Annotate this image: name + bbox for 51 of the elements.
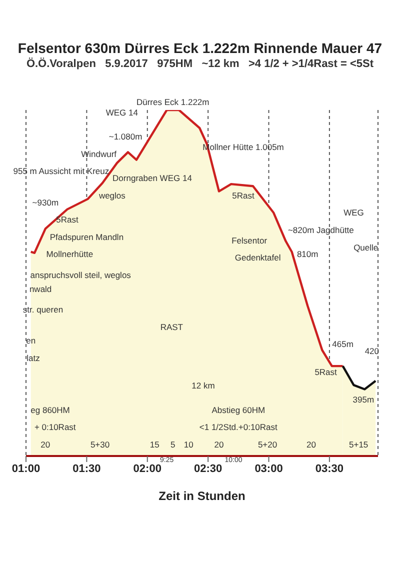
annotation: ~1.080m	[108, 132, 142, 142]
annotation: WEG	[344, 208, 364, 218]
annotation: 12 km	[192, 380, 215, 391]
annotation: 5+20	[258, 440, 278, 450]
annotation: 420	[364, 346, 380, 356]
annotation: 15	[150, 440, 160, 450]
x-tick-label: 03:30	[315, 462, 344, 475]
annotation: 5+15	[349, 440, 368, 450]
annotation: 395m	[352, 394, 374, 405]
annotation: 810m	[296, 249, 318, 260]
x-tick-label: 01:00	[12, 462, 40, 475]
annotation: + 0:10Rast	[34, 422, 76, 432]
annotation: nwald	[29, 284, 52, 294]
x-tick-label: 02:30	[194, 462, 222, 475]
annotation: Pfadspuren Mandln	[50, 232, 124, 242]
annotation: RAST	[160, 322, 183, 332]
annotation: 20	[306, 440, 316, 450]
annotation: 20	[214, 440, 224, 450]
x-tick-label: 01:30	[72, 462, 101, 475]
annotation: en	[26, 336, 36, 346]
chart-title: Felsentor 630m Dürres Eck 1.222m Rinnende Mauer 47	[16, 40, 384, 56]
x-tick-label: 02:00	[133, 462, 162, 475]
annotation: 10	[184, 440, 194, 450]
annotation: 955 m Aussicht mit Kreuz	[13, 166, 110, 176]
annotation: latz	[26, 353, 40, 364]
annotation: str. queren	[22, 304, 64, 315]
annotation: 5	[170, 440, 176, 450]
x-tick-label: 03:00	[254, 462, 283, 475]
annotation: WEG 14	[106, 107, 138, 118]
annotation: Dorngraben WEG 14	[112, 173, 192, 184]
annotation: Windwurf	[81, 148, 118, 159]
annotation: Quelle	[354, 242, 378, 252]
annotation: 20	[40, 440, 50, 450]
annotation: 5+30	[90, 440, 110, 450]
annotation: weglos	[98, 190, 126, 200]
annotation: eg 860HM	[30, 404, 70, 415]
annotation: 5Rast	[56, 214, 80, 225]
annotation: Gedenktafel	[234, 252, 281, 263]
annotation: ~820m Jagdhütte	[288, 225, 354, 236]
x-axis-title: Zeit in Stunden	[158, 489, 246, 503]
chart-subtitle: Ö.Ö.Voralpen 5.9.2017 975HM ~12 km >4 1/2 + >1/4Rast = <5St	[25, 58, 375, 70]
annotation: <1 1/2Std.+0:10Rast	[199, 422, 278, 432]
annotation: anspruchsvoll steil, weglos	[30, 270, 131, 280]
text: Dürres Eck 1.222m	[136, 97, 210, 107]
annotation: 465m	[332, 339, 354, 350]
annotation: Felsentor	[232, 235, 268, 246]
annotation: Abstieg 60HM	[212, 404, 266, 415]
annotation: ~930m	[32, 197, 59, 208]
annotation: Mollnerhütte	[46, 249, 94, 260]
annotation: 5Rast	[232, 190, 256, 200]
annotation: 5Rast	[314, 366, 338, 377]
